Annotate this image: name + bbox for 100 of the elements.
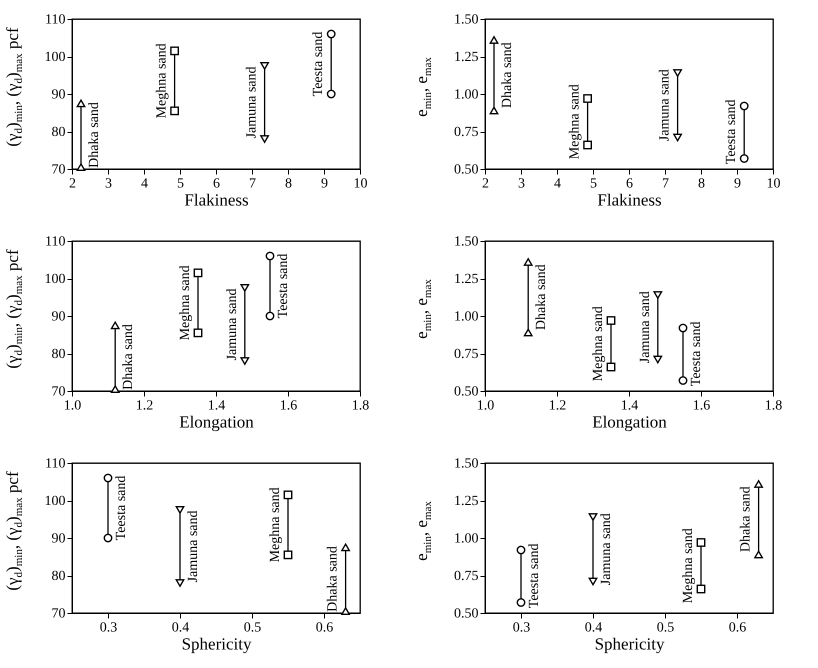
point <box>516 546 526 554</box>
text: Meghna sand <box>178 265 193 340</box>
x-tick-label: 2 <box>482 176 489 192</box>
x-tick-label: 10 <box>766 176 780 192</box>
y-tick-label: 1.25 <box>454 272 478 287</box>
y-tick-label: 1.00 <box>454 310 478 324</box>
text: Jamuna sand <box>224 288 240 360</box>
point <box>194 268 202 278</box>
point <box>326 90 336 98</box>
x-tick-label: 4 <box>141 176 148 192</box>
y-tick-label: 1.25 <box>454 494 478 509</box>
y-tick-label: 90 <box>52 310 66 324</box>
x-tick-label: 1.2 <box>548 398 566 414</box>
x-axis-title: Flakiness <box>597 190 662 210</box>
text: Teesta sand <box>276 254 291 318</box>
text: Teesta sand <box>114 476 129 540</box>
x-tick-label: 1.8 <box>352 398 370 414</box>
point <box>606 316 616 325</box>
y-tick-label: 110 <box>45 12 66 28</box>
text: Jamuna sand <box>638 291 653 364</box>
point <box>266 312 274 320</box>
point <box>516 598 526 607</box>
point <box>284 490 292 500</box>
y-tick-label: 1.00 <box>454 88 478 102</box>
y-tick-label: 80 <box>52 347 66 362</box>
point <box>170 46 180 56</box>
point <box>326 30 336 38</box>
x-tick-label: 2 <box>69 176 76 192</box>
y-tick-label: 1.25 <box>454 50 478 65</box>
x-tick-label: 0.4 <box>172 620 190 636</box>
y-tick-label: 0.75 <box>454 347 478 362</box>
point <box>740 102 749 110</box>
y-tick-label: 100 <box>44 272 66 287</box>
x-tick-label: 0.6 <box>316 620 334 636</box>
x-tick-label: 1.0 <box>64 398 82 414</box>
text: Dhaka sand <box>121 324 136 390</box>
text: Meghna sand <box>591 306 606 382</box>
y-tick-label: 90 <box>52 88 66 102</box>
x-tick-label: 4 <box>554 176 561 192</box>
y-tick-label: 0.75 <box>454 125 478 140</box>
x-tick-label: 1.6 <box>280 398 298 414</box>
point <box>678 376 688 385</box>
point <box>696 538 706 547</box>
x-tick-label: 1.8 <box>764 398 782 414</box>
text: Jamuna sand <box>186 510 201 582</box>
x-tick-label: 1.6 <box>692 398 710 414</box>
text: Jamuna sand <box>244 66 260 138</box>
y-tick-label: 70 <box>52 384 66 400</box>
point <box>696 584 706 594</box>
point <box>583 140 592 150</box>
x-tick-label: 8 <box>285 176 292 192</box>
y-tick-label: 90 <box>52 532 66 546</box>
y-tick-label: 1.50 <box>454 456 478 472</box>
y-tick-label: 100 <box>44 494 66 509</box>
text: Meghna sand <box>268 487 283 562</box>
y-tick-label: 1.50 <box>454 12 478 28</box>
text: Dhaka sand <box>500 42 515 108</box>
y-tick-label: 0.50 <box>454 162 478 178</box>
x-tick-label: 1.4 <box>208 398 226 414</box>
text: Meghna sand <box>681 528 696 604</box>
y-tick-label: 110 <box>45 456 66 472</box>
text: Teesta sand <box>724 100 740 164</box>
point <box>266 252 274 260</box>
x-tick-label: 8 <box>698 176 705 192</box>
text: Dhaka sand <box>326 546 341 612</box>
text: Dhaka sand <box>87 102 102 168</box>
x-tick-label: 1.0 <box>476 398 494 414</box>
y-tick-label: 1.50 <box>454 234 478 250</box>
y-tick-label: 80 <box>52 125 66 140</box>
y-tick-label: 0.50 <box>454 384 478 400</box>
x-tick-label: 0.5 <box>656 620 674 636</box>
point <box>606 362 616 372</box>
text: Jamuna sand <box>658 69 673 142</box>
x-axis-title: Elongation <box>592 412 668 432</box>
x-tick-label: 3 <box>105 176 112 192</box>
y-tick-label: 80 <box>52 569 66 584</box>
x-axis-title: Sphericity <box>182 634 252 654</box>
x-axis-title: Sphericity <box>594 634 665 654</box>
y-tick-label: 110 <box>45 234 66 250</box>
x-tick-label: 0.6 <box>728 620 746 636</box>
x-tick-label: 5 <box>590 176 597 192</box>
x-tick-label: 9 <box>734 176 741 192</box>
x-tick-label: 7 <box>662 176 669 192</box>
x-tick-label: 1.2 <box>136 398 154 414</box>
text: Jamuna sand <box>599 513 614 586</box>
y-tick-label: 0.75 <box>454 569 478 584</box>
point <box>104 474 112 482</box>
text: Meghna sand <box>154 43 170 118</box>
x-tick-label: 10 <box>354 176 368 192</box>
point <box>678 324 688 332</box>
text: Teesta sand <box>689 322 704 386</box>
point <box>104 534 112 542</box>
x-tick-label: 0.4 <box>584 620 602 636</box>
text: Dhaka sand <box>738 486 754 552</box>
y-tick-label: 0.50 <box>454 606 478 622</box>
x-tick-label: 0.5 <box>244 620 262 636</box>
x-tick-label: 1.4 <box>620 398 638 414</box>
y-tick-label: 1.00 <box>454 532 478 546</box>
x-tick-label: 9 <box>321 176 328 192</box>
text: Teesta sand <box>311 32 326 96</box>
